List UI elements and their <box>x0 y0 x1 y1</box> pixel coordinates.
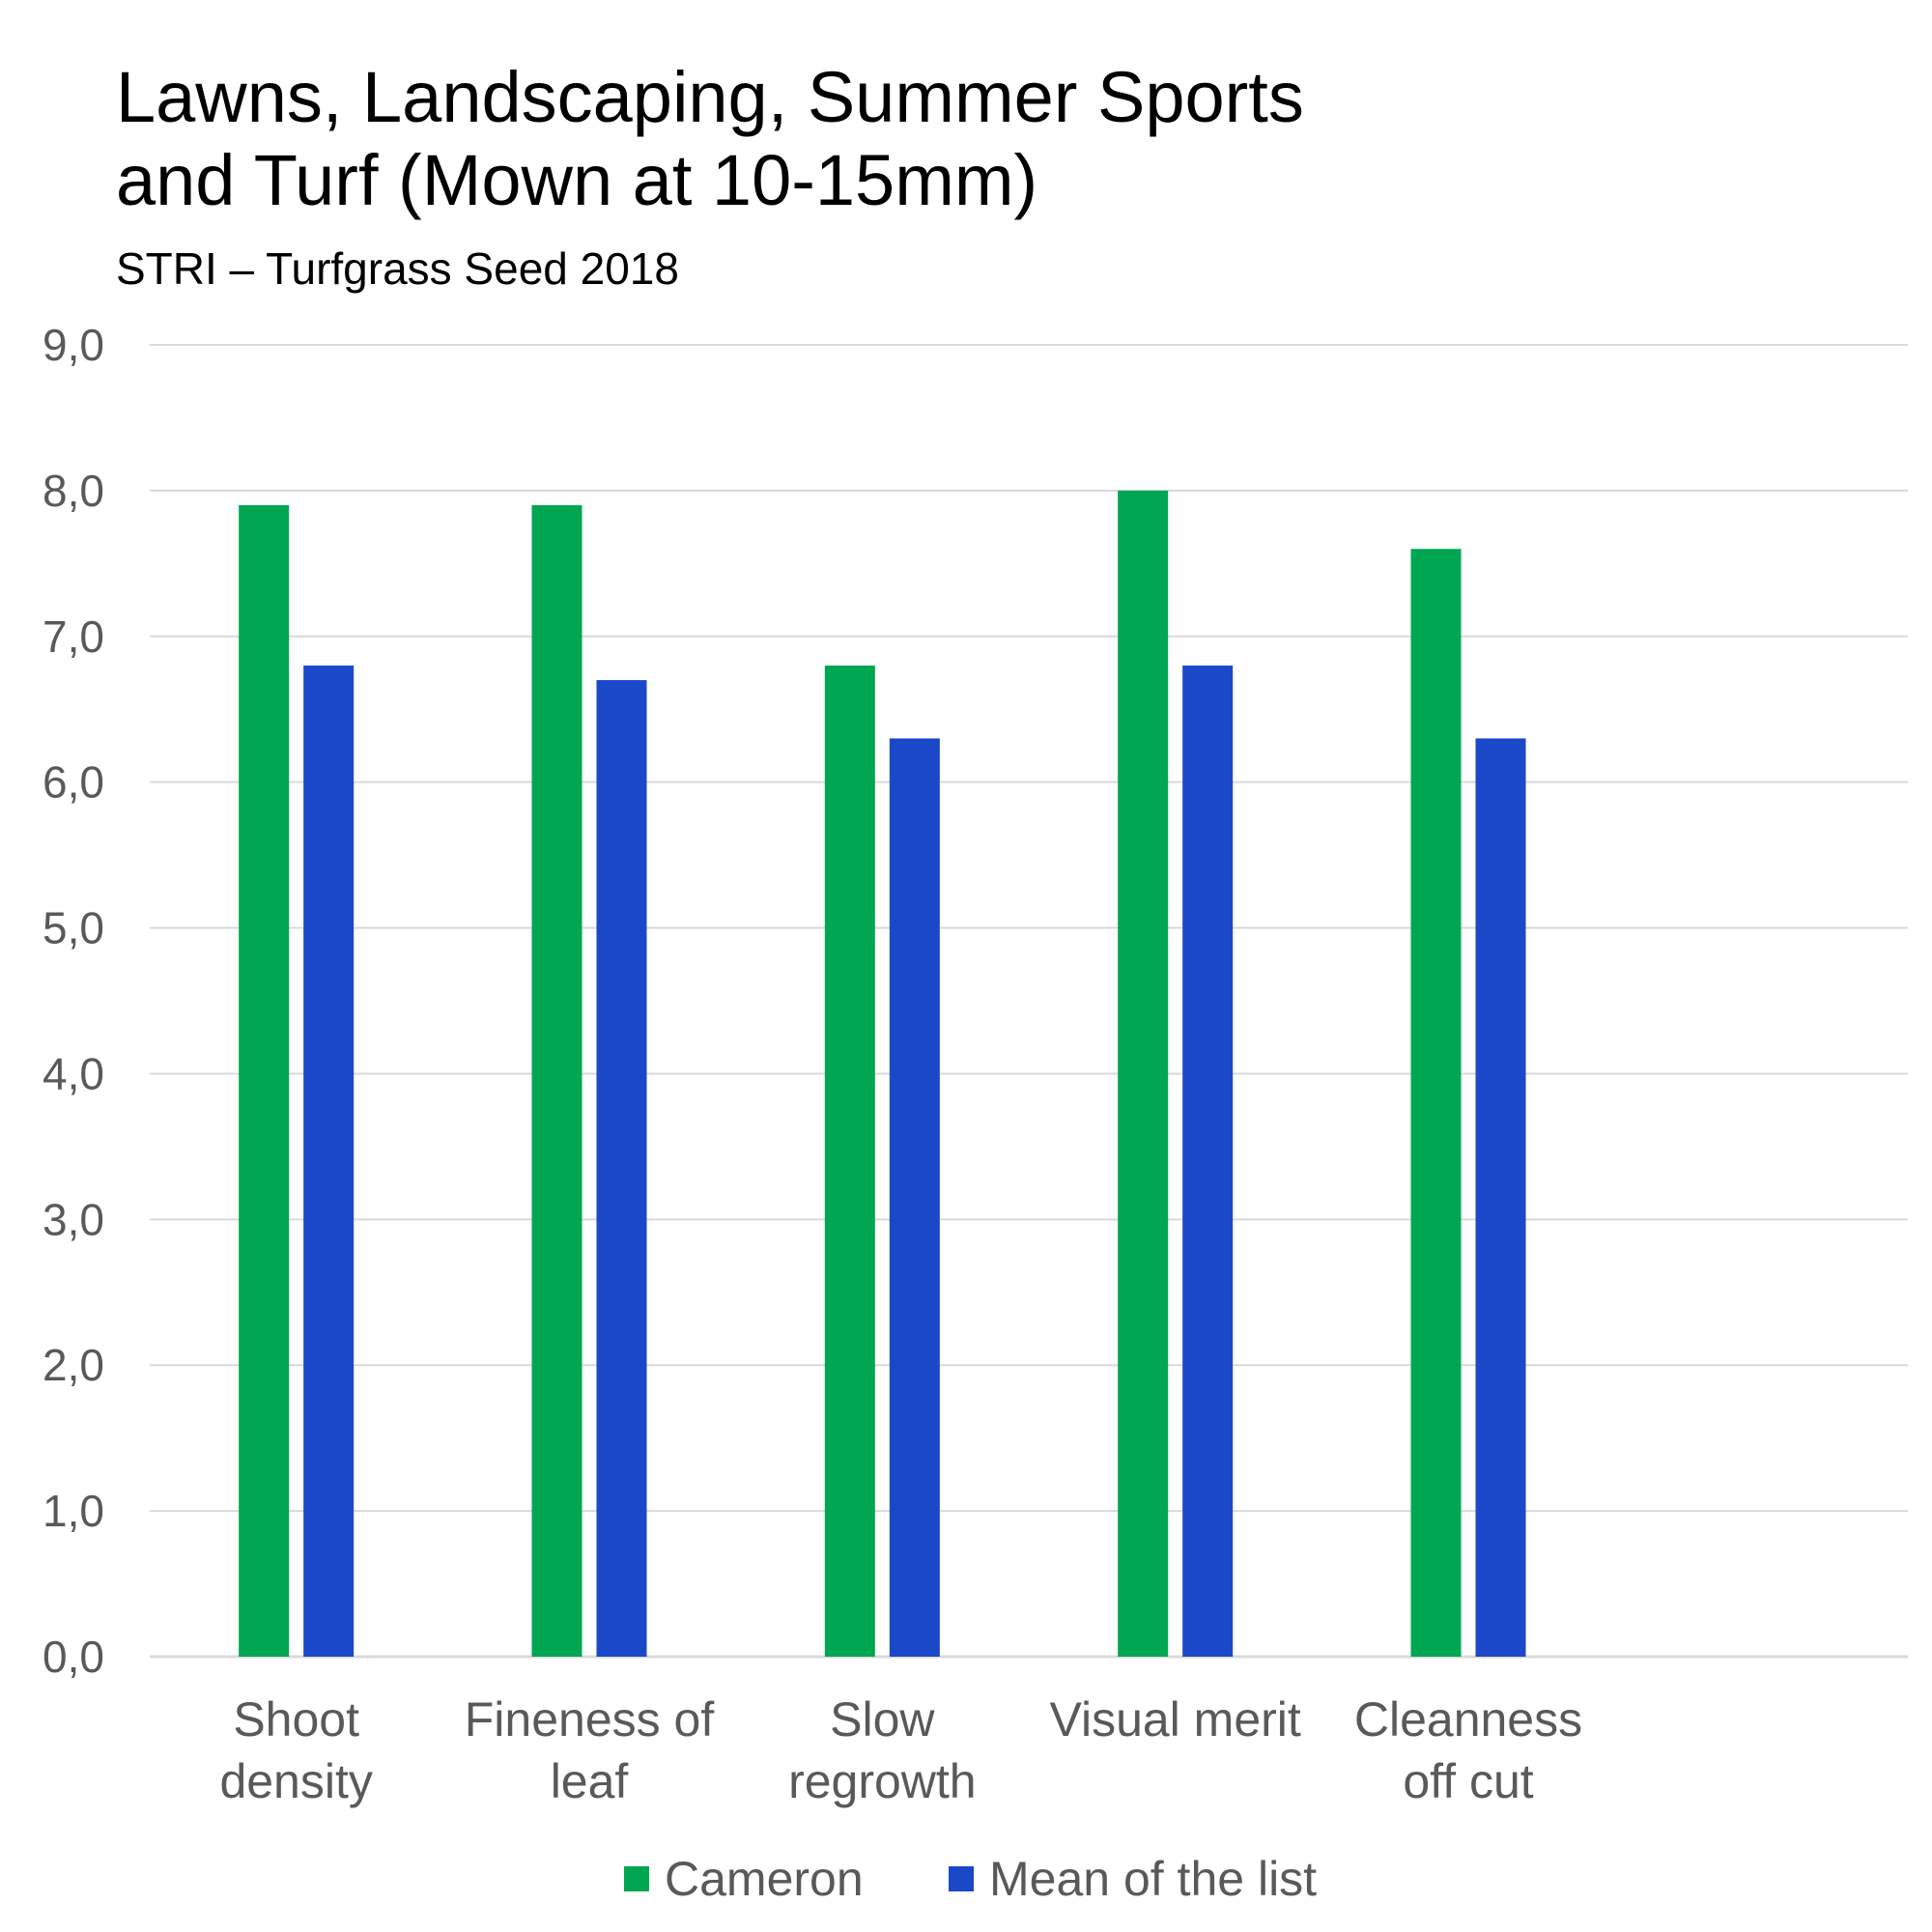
x-category-label: regrowth <box>788 1754 977 1808</box>
y-tick-label: 1,0 <box>43 1486 104 1536</box>
x-category-label: Slow <box>830 1692 935 1747</box>
bar <box>596 680 647 1657</box>
x-category-label: Shoot <box>233 1692 359 1747</box>
y-tick-label: 6,0 <box>43 757 104 808</box>
y-axis-tick-labels: 0,0 1,0 2,0 3,0 4,0 5,0 6,0 7,0 8,0 9,0 <box>43 320 104 1682</box>
x-category-label: Visual merit <box>1050 1692 1301 1747</box>
y-tick-label: 0,0 <box>43 1632 104 1682</box>
bar <box>1182 665 1234 1657</box>
gridlines <box>150 344 1908 1659</box>
y-tick-label: 5,0 <box>43 903 104 953</box>
chart-title-line-2: and Turf (Mown at 10-15mm) <box>116 140 1038 220</box>
x-category-label: Fineness of <box>465 1692 715 1747</box>
legend: Cameron Mean of the list <box>624 1852 1317 1906</box>
legend-label: Cameron <box>665 1852 864 1906</box>
x-axis-category-labels: Shoot density Fineness of leaf Slow regrowth V… <box>219 1692 1582 1808</box>
chart-title: Lawns, Landscaping, Summer Sports and Tu… <box>116 56 1304 222</box>
y-tick-label: 9,0 <box>43 320 104 370</box>
legend-label: Mean of the list <box>989 1852 1317 1906</box>
y-tick-label: 7,0 <box>43 611 104 662</box>
bar <box>303 665 355 1657</box>
y-tick-label: 8,0 <box>43 466 104 516</box>
x-category-label: off cut <box>1403 1754 1533 1808</box>
bar <box>1118 490 1169 1657</box>
bar <box>1410 549 1462 1658</box>
x-category-label: density <box>219 1754 372 1808</box>
bars <box>239 490 1526 1658</box>
bar <box>889 738 940 1657</box>
bar <box>1475 738 1526 1657</box>
x-category-label: leaf <box>551 1754 629 1808</box>
x-category-label: Cleanness <box>1354 1692 1582 1747</box>
bar <box>824 665 875 1657</box>
y-tick-label: 4,0 <box>43 1048 104 1098</box>
y-tick-label: 2,0 <box>43 1340 104 1390</box>
legend-swatch <box>949 1866 974 1891</box>
legend-swatch <box>624 1866 649 1891</box>
y-tick-label: 3,0 <box>43 1194 104 1244</box>
bar <box>239 504 290 1657</box>
bar <box>531 504 582 1657</box>
chart-subtitle: STRI – Turfgrass Seed 2018 <box>116 243 679 294</box>
chart-title-line-1: Lawns, Landscaping, Summer Sports <box>116 57 1304 137</box>
